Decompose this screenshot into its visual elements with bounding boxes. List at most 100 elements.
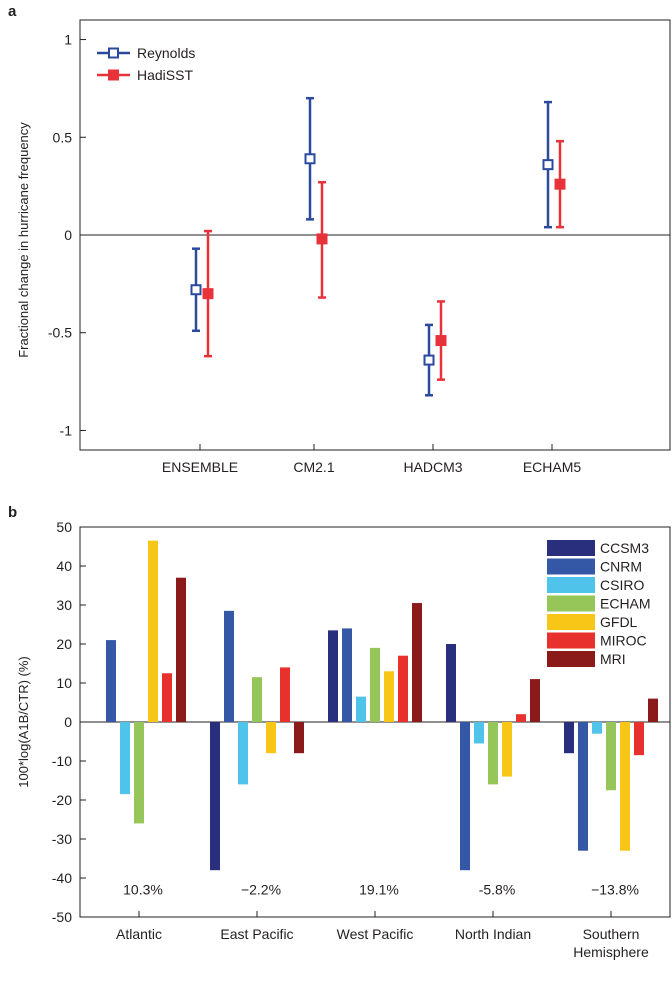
panel-b-legend: CCSM3 CNRM CSIRO ECHAM GFDL MIROC MRI (547, 540, 651, 667)
x-tick-label-line: Hemisphere (573, 944, 649, 960)
errorbar-hadisst-echam5 (554, 139, 566, 229)
bar-gfdl-atlantic (148, 540, 158, 722)
x-tick-label-cm2-1: CM2.1 (293, 459, 334, 475)
panel-b-annotations: 10.3% −2.2% 19.1% -5.8% −13.8% (123, 882, 639, 898)
y-tick-label: 0.5 (53, 129, 73, 145)
errorbar-hadisst-hadcm3 (435, 300, 447, 381)
errorbar-reynolds-echam5 (542, 100, 554, 229)
legend-swatch (547, 577, 595, 593)
bar-cnrm-southern-hemisphere (578, 722, 588, 851)
legend-swatch (547, 595, 595, 612)
bar-cnrm-west-pacific (342, 628, 352, 722)
x-tick-label-ensemble: ENSEMBLE (162, 459, 238, 475)
legend-marker (108, 47, 119, 59)
legend-label: CCSM3 (600, 540, 649, 556)
legend-entry-reynolds: Reynolds (97, 45, 195, 61)
panel-a: a Fractional change in hurricane frequen… (8, 3, 671, 475)
legend-label: MIROC (600, 633, 647, 649)
y-tick-label: 0 (64, 227, 72, 243)
data-point-reynolds (542, 159, 554, 171)
bar-cnrm-east-pacific (224, 610, 234, 722)
legend-entry-echam: ECHAM (547, 595, 651, 612)
bar-ccsm3-east-pacific (210, 722, 220, 871)
x-tick-label-echam5: ECHAM5 (523, 459, 582, 475)
bar-echam-atlantic (134, 722, 144, 824)
bar-miroc-southern-hemisphere (634, 722, 644, 756)
legend-label: Reynolds (137, 45, 195, 61)
bar-csiro-atlantic (120, 722, 130, 795)
legend-entry-hadisst: HadiSST (97, 67, 193, 83)
x-tick-label-southern-hemisphere: Southern Hemisphere (573, 926, 649, 960)
bar-csiro-southern-hemisphere (592, 722, 602, 734)
y-tick-label: -30 (52, 831, 72, 847)
bar-csiro-north-indian (474, 722, 484, 744)
y-tick-label: 20 (56, 636, 72, 652)
y-tick-label: -0.5 (48, 325, 72, 341)
x-tick-label-line: Atlantic (116, 926, 162, 942)
bar-csiro-east-pacific (238, 722, 248, 785)
data-point-hadisst (554, 178, 566, 190)
x-tick-label-hadcm3: HADCM3 (403, 459, 462, 475)
legend-entry-csiro: CSIRO (547, 577, 644, 593)
x-tick-label-line: North Indian (455, 926, 531, 942)
y-tick-label: 10 (56, 675, 72, 691)
panel-b-label: b (8, 504, 17, 521)
legend-label: CSIRO (600, 577, 644, 593)
x-tick-label-line: East Pacific (220, 926, 293, 942)
panel-a-marks (190, 96, 566, 397)
bar-ccsm3-southern-hemisphere (564, 722, 574, 754)
bar-csiro-west-pacific (356, 696, 366, 722)
bar-mri-atlantic (176, 577, 186, 722)
bar-cnrm-north-indian (460, 722, 470, 871)
annotation-west-pacific: 19.1% (359, 882, 399, 898)
bar-cnrm-atlantic (106, 640, 116, 722)
legend-entry-ccsm3: CCSM3 (547, 540, 649, 556)
legend-label: GFDL (600, 614, 638, 630)
y-tick-label: -10 (52, 753, 72, 769)
legend-entry-miroc: MIROC (547, 632, 647, 649)
x-tick-label-line: Southern (583, 926, 640, 942)
legend-entry-mri: MRI (547, 651, 626, 667)
bar-ccsm3-west-pacific (328, 630, 338, 722)
panel-b-bars (106, 540, 658, 871)
y-tick-label: -50 (52, 909, 72, 925)
errorbar-reynolds-ensemble (190, 247, 202, 333)
panel-b-x-ticks: Atlantic East Pacific West Pacific North In… (116, 911, 649, 960)
bar-mri-west-pacific (412, 603, 422, 722)
annotation-southern-hemisphere: −13.8% (591, 882, 639, 898)
y-tick-label: -20 (52, 792, 72, 808)
panel-a-y-ticks: 1 0.5 0 -0.5 -1 (48, 32, 670, 438)
legend-label: MRI (600, 651, 626, 667)
y-tick-label: -40 (52, 870, 72, 886)
errorbar-hadisst-cm2-1 (316, 180, 328, 299)
errorbar-hadisst-ensemble (202, 229, 214, 358)
errorbar-reynolds-hadcm3 (423, 323, 435, 397)
legend-swatch (547, 614, 595, 630)
bar-miroc-atlantic (162, 673, 172, 722)
bar-gfdl-north-indian (502, 722, 512, 777)
bar-ccsm3-north-indian (446, 644, 456, 722)
data-point-hadisst (202, 288, 214, 300)
x-tick-label-west-pacific: West Pacific (337, 926, 414, 942)
annotation-east-pacific: −2.2% (241, 882, 281, 898)
x-tick-label-east-pacific: East Pacific (220, 926, 293, 942)
panel-a-legend: Reynolds HadiSST (97, 45, 195, 83)
legend-swatch (547, 558, 595, 575)
x-tick-label-line: West Pacific (337, 926, 414, 942)
legend-marker (108, 69, 119, 81)
legend-swatch (547, 540, 595, 556)
bar-miroc-east-pacific (280, 667, 290, 722)
bar-echam-west-pacific (370, 647, 380, 722)
legend-label: CNRM (600, 559, 642, 575)
panel-a-y-axis-label: Fractional change in hurricane frequency (16, 122, 31, 358)
data-point-reynolds (190, 284, 202, 296)
bar-miroc-west-pacific (398, 655, 408, 722)
panel-a-label: a (8, 3, 17, 20)
panel-b-y-axis-label: 100*log(A1B/CTR) (%) (16, 656, 31, 788)
panel-a-x-ticks: ENSEMBLE CM2.1 HADCM3 ECHAM5 (162, 444, 582, 475)
bar-mri-north-indian (530, 679, 540, 722)
data-point-reynolds (304, 153, 316, 165)
bar-mri-southern-hemisphere (648, 698, 658, 722)
annotation-north-indian: -5.8% (479, 882, 516, 898)
